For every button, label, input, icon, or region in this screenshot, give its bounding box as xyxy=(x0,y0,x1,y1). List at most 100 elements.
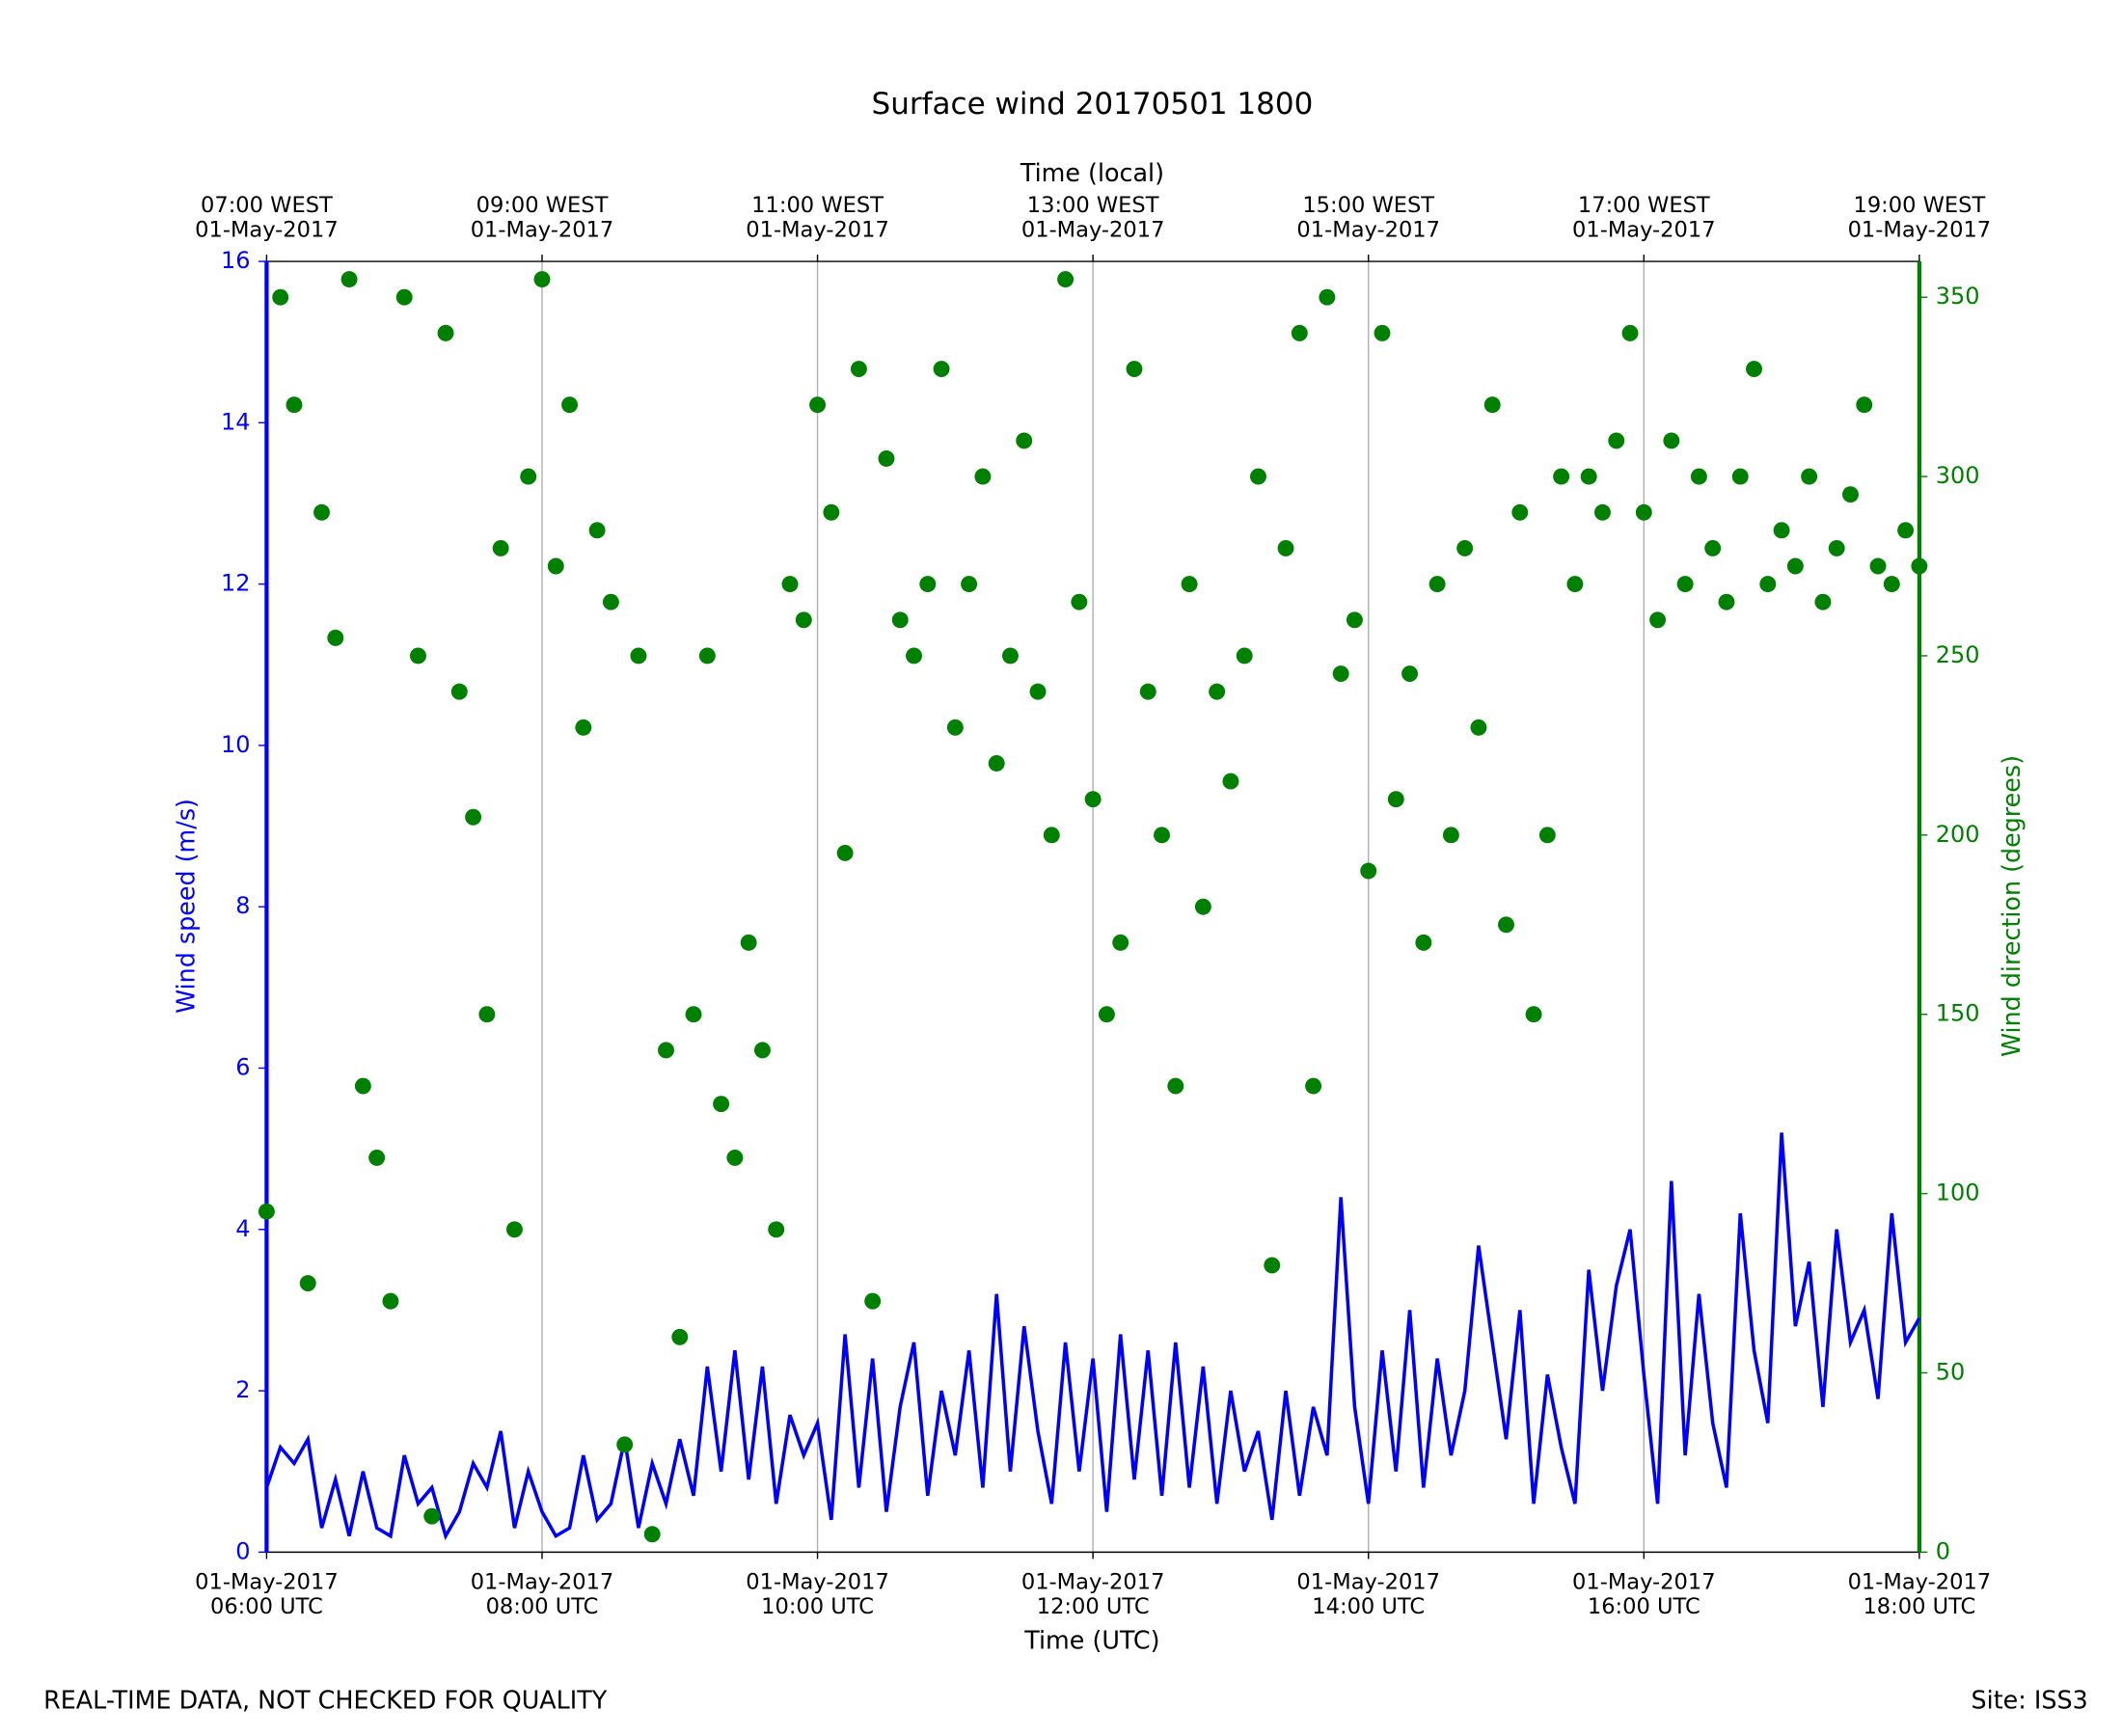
direction-point xyxy=(340,271,358,288)
direction-point xyxy=(795,611,812,629)
direction-point xyxy=(1538,827,1556,844)
direction-point xyxy=(327,629,344,646)
footer-site: Site: ISS3 xyxy=(1972,1685,2088,1714)
x2-tick-label: 15:00 WEST 01-May-2017 xyxy=(1296,193,1440,242)
direction-point xyxy=(437,324,454,341)
direction-point xyxy=(809,396,827,414)
direction-point xyxy=(465,808,482,826)
direction-point xyxy=(395,288,413,306)
direction-point xyxy=(1676,576,1694,593)
direction-point xyxy=(1525,1006,1542,1023)
direction-point xyxy=(864,1292,882,1310)
direction-point xyxy=(1731,468,1749,485)
direction-point xyxy=(1635,503,1652,521)
direction-point xyxy=(423,1507,441,1525)
x-tick-label: 01-May-2017 12:00 UTC xyxy=(1021,1569,1165,1618)
y-tick-label: 0 xyxy=(235,1537,250,1564)
direction-point xyxy=(946,719,964,736)
direction-point xyxy=(1814,593,1832,610)
direction-point xyxy=(561,396,579,414)
direction-point xyxy=(272,288,289,306)
direction-point xyxy=(410,647,426,665)
y-tick-label: 4 xyxy=(235,1215,250,1242)
direction-point xyxy=(1319,288,1336,306)
direction-point xyxy=(450,683,468,700)
direction-point xyxy=(1690,468,1707,485)
direction-point xyxy=(1428,576,1446,593)
direction-point xyxy=(1718,593,1735,610)
direction-point xyxy=(1194,898,1211,915)
direction-point xyxy=(1029,683,1047,700)
y-tick-label: 14 xyxy=(221,408,251,435)
direction-point xyxy=(575,719,592,736)
direction-point xyxy=(1856,396,1873,414)
direction-point xyxy=(1002,647,1019,665)
direction-point xyxy=(1483,396,1501,414)
direction-point xyxy=(1801,468,1818,485)
direction-point xyxy=(1332,665,1349,683)
y2-tick-label: 50 xyxy=(1936,1358,1966,1385)
x2-tick-label: 19:00 WEST 01-May-2017 xyxy=(1848,193,1992,242)
direction-point xyxy=(1387,791,1404,808)
direction-point xyxy=(1869,557,1887,575)
direction-point xyxy=(1470,719,1487,736)
direction-point xyxy=(906,647,922,665)
x2-tick-label: 13:00 WEST 01-May-2017 xyxy=(1021,193,1165,242)
direction-point xyxy=(1154,827,1170,844)
direction-point xyxy=(1828,539,1845,556)
direction-point xyxy=(478,1006,496,1023)
direction-point xyxy=(1608,432,1625,449)
direction-point xyxy=(1167,1077,1184,1095)
direction-point xyxy=(547,557,564,575)
direction-point xyxy=(492,539,509,556)
direction-point xyxy=(961,576,978,593)
y2-tick-label: 350 xyxy=(1936,283,1980,310)
direction-point xyxy=(1264,1257,1281,1274)
direction-point xyxy=(726,1149,744,1166)
direction-point xyxy=(382,1292,399,1310)
y-tick-label: 16 xyxy=(221,247,251,274)
direction-point xyxy=(1305,1077,1322,1095)
direction-point xyxy=(368,1149,386,1166)
direction-point xyxy=(1621,324,1639,341)
direction-point xyxy=(1360,862,1377,880)
chart-title: Surface wind 20170501 1800 xyxy=(872,87,1314,122)
x2-tick-label: 11:00 WEST 01-May-2017 xyxy=(746,193,889,242)
direction-point xyxy=(1277,539,1294,556)
x2-axis-label: Time (local) xyxy=(1020,158,1164,187)
direction-point xyxy=(1773,522,1790,539)
x-tick-label: 01-May-2017 06:00 UTC xyxy=(195,1569,339,1618)
y-axis-label: Wind speed (m/s) xyxy=(172,799,201,1014)
direction-point xyxy=(1498,916,1514,934)
y2-axis-label: Wind direction (degrees) xyxy=(1997,755,2026,1057)
y-tick-label: 12 xyxy=(221,570,251,597)
direction-point xyxy=(1911,557,1928,575)
direction-point xyxy=(286,396,303,414)
x-tick-label: 01-May-2017 18:00 UTC xyxy=(1848,1569,1992,1618)
direction-point xyxy=(1746,361,1762,378)
direction-point xyxy=(685,1006,702,1023)
y2-tick-label: 100 xyxy=(1936,1180,1980,1207)
direction-point xyxy=(1098,1006,1115,1023)
direction-point xyxy=(1593,503,1611,521)
direction-point xyxy=(768,1221,785,1238)
direction-point xyxy=(616,1436,634,1453)
x2-tick-label: 07:00 WEST 01-May-2017 xyxy=(195,193,339,242)
direction-point xyxy=(1291,324,1308,341)
direction-point xyxy=(1222,773,1239,790)
direction-point xyxy=(1442,827,1459,844)
direction-point xyxy=(753,1042,771,1059)
direction-point xyxy=(1209,683,1226,700)
y2-tick-label: 200 xyxy=(1936,821,1980,848)
direction-point xyxy=(974,468,992,485)
direction-point xyxy=(1043,827,1060,844)
x-tick-label: 01-May-2017 16:00 UTC xyxy=(1572,1569,1716,1618)
direction-point xyxy=(878,450,895,467)
direction-point xyxy=(1897,522,1915,539)
direction-point xyxy=(713,1096,730,1113)
direction-point xyxy=(1580,468,1597,485)
y-tick-label: 10 xyxy=(221,731,251,758)
x2-tick-label: 17:00 WEST 01-May-2017 xyxy=(1572,193,1716,242)
y-tick-label: 8 xyxy=(235,892,250,919)
